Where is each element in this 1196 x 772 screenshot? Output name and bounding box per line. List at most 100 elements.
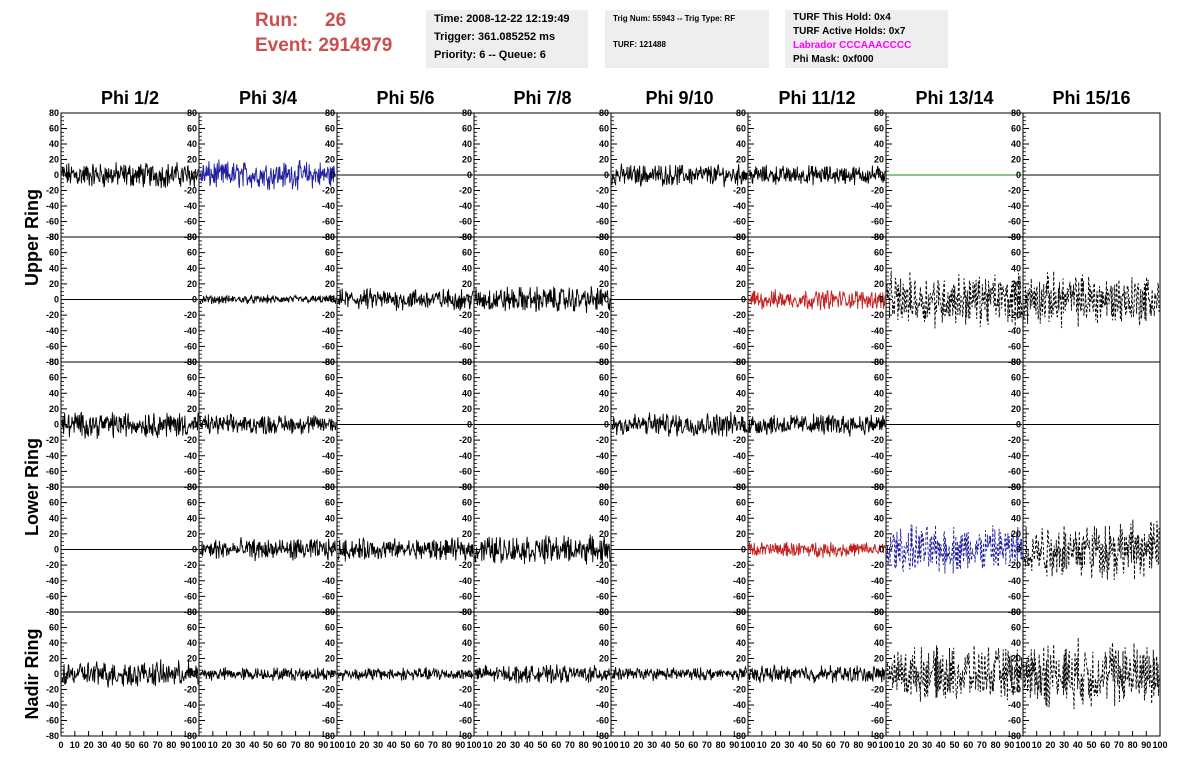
dashed-waveform-trace — [886, 645, 1023, 702]
y-tick-label: -80 — [46, 357, 59, 367]
y-tick-label: 0 — [330, 295, 335, 305]
waveform-trace — [199, 537, 336, 562]
y-tick-label: 60 — [599, 623, 609, 633]
y-tick-label: -40 — [184, 576, 197, 586]
x-tick-label: 10 — [70, 740, 80, 750]
y-tick-label: 60 — [462, 623, 472, 633]
y-tick-label: 20 — [874, 155, 884, 165]
x-tick-label: 90 — [318, 740, 328, 750]
y-tick-label: 0 — [741, 545, 746, 555]
y-tick-label: 60 — [325, 623, 335, 633]
y-tick-label: 80 — [874, 108, 884, 118]
y-tick-label: 0 — [604, 170, 609, 180]
x-tick-label: 90 — [455, 740, 465, 750]
y-tick-label: 60 — [1011, 623, 1021, 633]
y-tick-label: 20 — [599, 404, 609, 414]
y-tick-label: -60 — [184, 341, 197, 351]
y-tick-label: 40 — [1011, 139, 1021, 149]
x-tick-label: 30 — [510, 740, 520, 750]
y-tick-label: 20 — [49, 529, 59, 539]
event-value: 2914979 — [318, 35, 393, 56]
labrador-text: Labrador CCCAAACCCC — [793, 40, 912, 51]
y-tick-label: 40 — [736, 513, 746, 523]
y-tick-label: 20 — [462, 404, 472, 414]
y-tick-label: 20 — [325, 279, 335, 289]
waveform-trace — [199, 667, 337, 682]
y-tick-label: -40 — [46, 576, 59, 586]
y-tick-label: 80 — [1011, 482, 1021, 492]
y-tick-label: -20 — [1008, 560, 1021, 570]
y-tick-label: 40 — [49, 638, 59, 648]
y-tick-label: -40 — [596, 576, 609, 586]
y-tick-label: 60 — [736, 498, 746, 508]
y-tick-label: 0 — [467, 545, 472, 555]
y-tick-label: -60 — [871, 341, 884, 351]
y-tick-label: -40 — [322, 326, 335, 336]
y-tick-label: 20 — [874, 404, 884, 414]
y-tick-label: 40 — [325, 513, 335, 523]
y-tick-label: 20 — [874, 279, 884, 289]
y-tick-label: -20 — [184, 685, 197, 695]
x-tick-label: 50 — [812, 740, 822, 750]
ring-label: Nadir Ring — [22, 628, 42, 719]
column-title: Phi 9/10 — [645, 88, 713, 108]
x-tick-label: 40 — [111, 740, 121, 750]
y-tick-label: 0 — [879, 170, 884, 180]
y-tick-label: -20 — [596, 310, 609, 320]
y-tick-label: 20 — [1011, 529, 1021, 539]
y-tick-label: 40 — [462, 513, 472, 523]
y-tick-label: -40 — [184, 700, 197, 710]
y-tick-label: -40 — [871, 201, 884, 211]
y-tick-label: 40 — [325, 139, 335, 149]
y-tick-label: -60 — [184, 716, 197, 726]
y-tick-label: 80 — [874, 232, 884, 242]
y-tick-label: -20 — [459, 435, 472, 445]
y-tick-label: -60 — [322, 716, 335, 726]
column-title: Phi 15/16 — [1052, 88, 1130, 108]
y-tick-label: 60 — [1011, 373, 1021, 383]
y-tick-label: 60 — [736, 124, 746, 134]
y-tick-label: 80 — [49, 607, 59, 617]
y-tick-label: -60 — [322, 341, 335, 351]
y-tick-label: 40 — [599, 139, 609, 149]
y-tick-label: 40 — [599, 388, 609, 398]
y-tick-label: 60 — [187, 623, 197, 633]
waveform-trace — [474, 286, 611, 313]
waveform-trace — [748, 164, 886, 186]
y-tick-label: 40 — [1011, 263, 1021, 273]
y-tick-label: 40 — [49, 139, 59, 149]
y-tick-label: 0 — [879, 669, 884, 679]
x-tick-label: 20 — [633, 740, 643, 750]
y-tick-label: -20 — [184, 186, 197, 196]
phi-mask-text: Phi Mask: 0xf000 — [793, 54, 874, 65]
y-tick-label: 80 — [462, 357, 472, 367]
y-tick-label: 60 — [187, 248, 197, 258]
y-tick-label: -60 — [871, 466, 884, 476]
y-tick-label: 20 — [49, 654, 59, 664]
y-tick-label: 80 — [874, 607, 884, 617]
x-tick-label: 80 — [853, 740, 863, 750]
x-tick-label: 70 — [565, 740, 575, 750]
x-tick-label: 40 — [524, 740, 534, 750]
y-tick-label: 80 — [599, 607, 609, 617]
y-tick-label: 40 — [1011, 513, 1021, 523]
y-tick-label: -60 — [1008, 466, 1021, 476]
y-tick-label: 40 — [599, 263, 609, 273]
y-tick-label: 0 — [467, 295, 472, 305]
y-tick-label: -40 — [871, 451, 884, 461]
y-tick-label: -20 — [322, 310, 335, 320]
priority-text: Priority: 6 -- Queue: 6 — [434, 49, 546, 61]
panel-frame — [1022, 611, 1161, 737]
x-tick-label: 100 — [329, 740, 344, 750]
x-tick-label: 40 — [661, 740, 671, 750]
x-tick-label: 90 — [729, 740, 739, 750]
y-tick-label: 80 — [187, 357, 197, 367]
y-tick-label: 0 — [741, 295, 746, 305]
y-tick-label: 40 — [187, 513, 197, 523]
y-tick-label: -60 — [46, 591, 59, 601]
y-tick-label: 60 — [187, 498, 197, 508]
y-tick-label: 20 — [49, 279, 59, 289]
y-tick-label: 40 — [1011, 638, 1021, 648]
y-tick-label: 80 — [325, 108, 335, 118]
x-tick-label: 100 — [603, 740, 618, 750]
